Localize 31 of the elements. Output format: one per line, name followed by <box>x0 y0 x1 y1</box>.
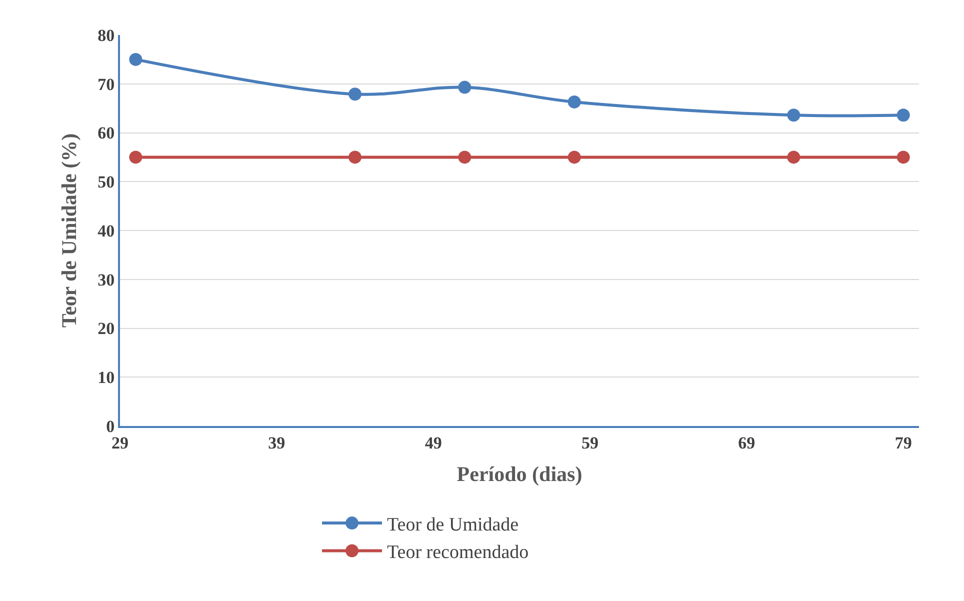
point <box>348 150 362 164</box>
point <box>568 95 581 108</box>
y-tick-label: 0 <box>106 416 115 436</box>
point <box>896 108 910 122</box>
legend-label: Teor de Umidade <box>387 514 519 536</box>
point <box>129 52 142 66</box>
y-axis-title: Teor de Umidade (%) <box>57 133 82 328</box>
y-tick-label: 70 <box>98 74 115 94</box>
x-tick-label: 69 <box>738 433 756 452</box>
point <box>348 88 362 101</box>
x-tick-label: 29 <box>112 433 128 452</box>
x-tick-label: 59 <box>582 433 598 452</box>
point <box>787 108 800 122</box>
legend-label: Teor recomendado <box>387 542 529 564</box>
y-tick-label: 10 <box>98 368 115 388</box>
y-tick-label: 40 <box>98 221 115 240</box>
point <box>458 80 472 94</box>
point <box>896 150 910 164</box>
point <box>458 150 472 164</box>
x-axis-title: Período (dias) <box>456 462 582 486</box>
y-tick-label: 80 <box>98 26 115 45</box>
x-tick-label: 39 <box>268 433 286 452</box>
x-tick-label: 79 <box>894 433 912 452</box>
y-tick-label: 50 <box>98 172 115 192</box>
y-tick-label: 60 <box>98 124 115 143</box>
x-tick-label: 49 <box>424 433 442 452</box>
y-tick-label: 30 <box>98 270 115 290</box>
point <box>568 150 581 164</box>
point <box>787 150 800 164</box>
y-tick-label: 20 <box>98 319 115 338</box>
point <box>129 150 142 164</box>
